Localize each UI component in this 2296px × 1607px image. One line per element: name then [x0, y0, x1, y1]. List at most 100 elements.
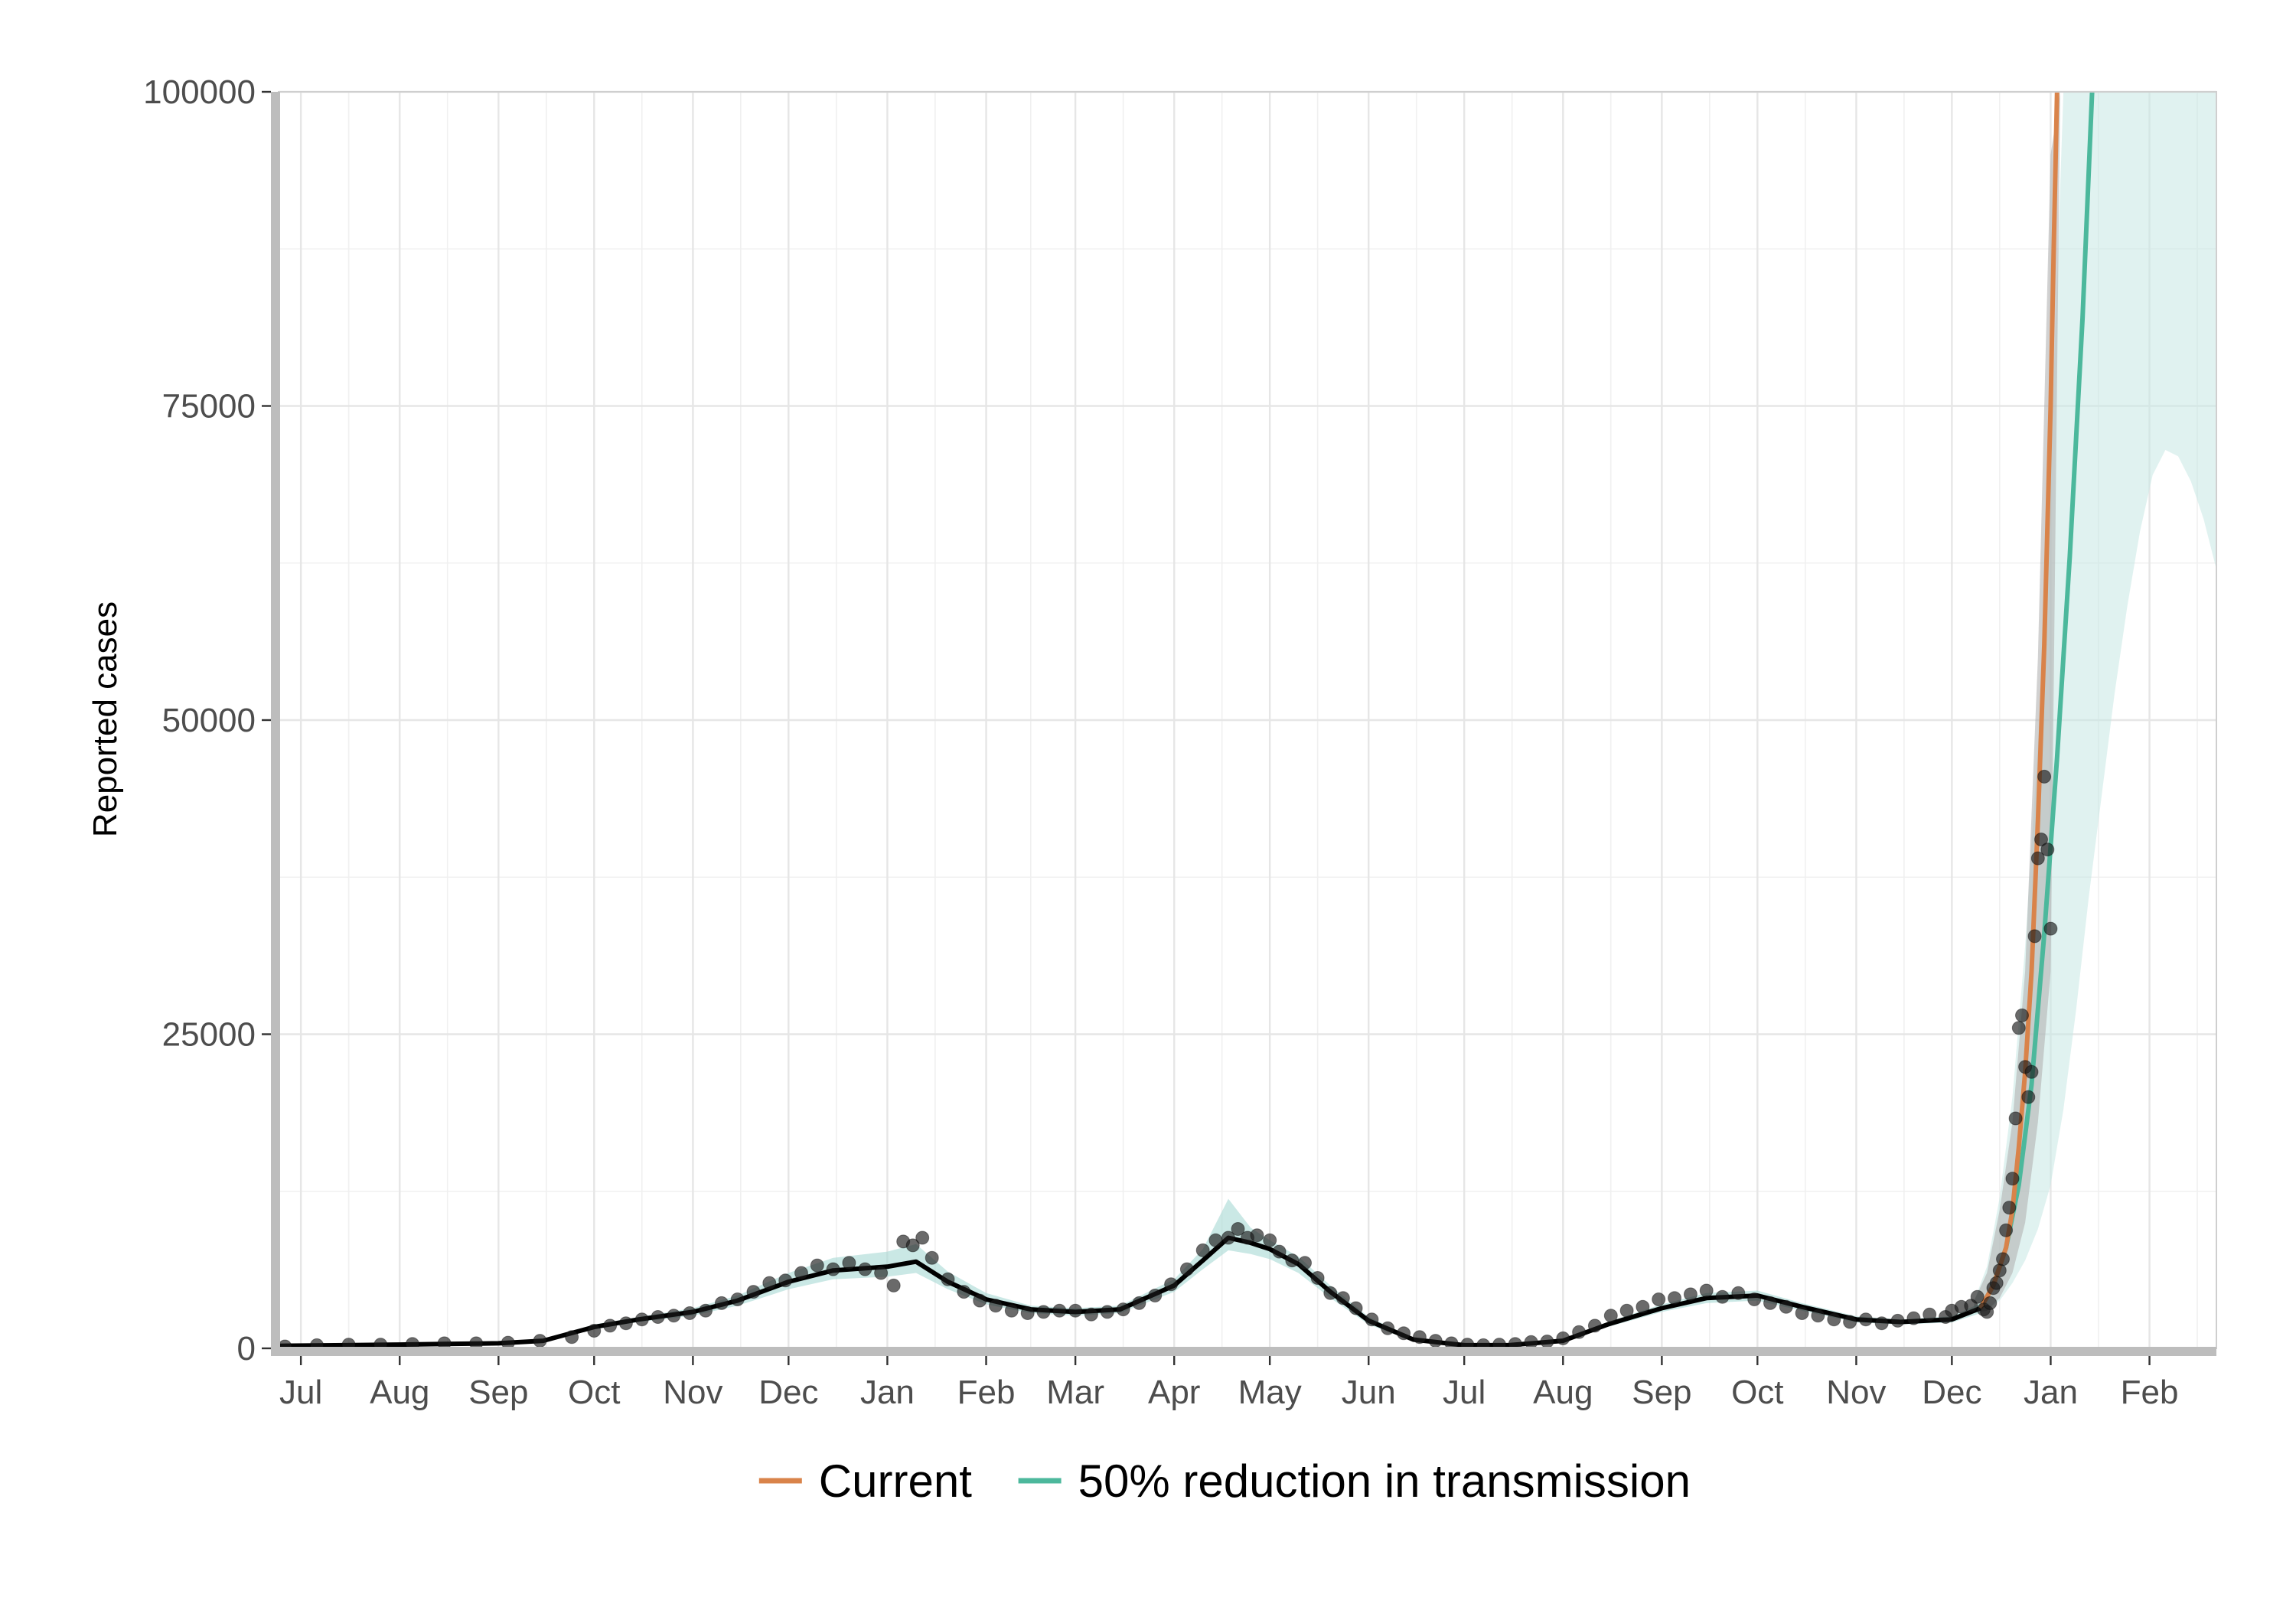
- x-tick-label: Aug: [370, 1374, 429, 1411]
- observed-point: [1381, 1321, 1395, 1335]
- observed-point: [1397, 1326, 1411, 1341]
- observed-point: [794, 1266, 808, 1280]
- observed-point: [858, 1262, 872, 1276]
- observed-point: [533, 1334, 547, 1348]
- observed-point: [730, 1292, 745, 1306]
- observed-point: [810, 1258, 824, 1273]
- observed-point: [714, 1296, 729, 1310]
- observed-point: [1052, 1303, 1067, 1318]
- observed-point: [1874, 1316, 1889, 1331]
- observed-point: [1004, 1303, 1019, 1318]
- observed-point: [1100, 1305, 1114, 1319]
- observed-point: [1923, 1307, 1937, 1322]
- observed-point: [1843, 1315, 1857, 1329]
- x-axis: Jul Aug Sep Oct Nov Dec Jan Feb Mar Apr May Jun Jul A…: [279, 1356, 2178, 1411]
- y-tick-label: 25000: [162, 1016, 256, 1054]
- observed-point: [1084, 1307, 1098, 1322]
- observed-point: [1587, 1319, 1602, 1333]
- x-tick-label: Nov: [1826, 1374, 1886, 1411]
- observed-point: [651, 1310, 665, 1324]
- x-tick-label: Mar: [1046, 1374, 1104, 1411]
- observed-point: [1116, 1302, 1130, 1317]
- observed-point: [1524, 1335, 1538, 1349]
- observed-point: [2040, 843, 2055, 857]
- observed-point: [1250, 1228, 1264, 1243]
- observed-point: [746, 1285, 761, 1299]
- observed-point: [1298, 1256, 1312, 1270]
- observed-point: [587, 1324, 602, 1338]
- y-tick-label: 75000: [162, 388, 256, 425]
- observed-point: [667, 1309, 681, 1323]
- observed-point: [683, 1306, 697, 1320]
- observed-point: [1020, 1306, 1035, 1320]
- observed-point: [2002, 1201, 2017, 1215]
- x-tick-label: Nov: [663, 1374, 722, 1411]
- observed-point: [1285, 1253, 1300, 1268]
- observed-point: [2024, 1064, 2039, 1079]
- observed-point: [2030, 851, 2045, 865]
- observed-point: [1636, 1299, 1650, 1314]
- observed-point: [778, 1273, 793, 1288]
- observed-point: [2015, 1008, 2029, 1022]
- observed-point: [762, 1276, 777, 1290]
- x-tick-label: Dec: [758, 1374, 818, 1411]
- y-tick-label: 50000: [162, 702, 256, 739]
- observed-point: [1310, 1271, 1325, 1285]
- observed-point: [1148, 1289, 1163, 1302]
- observed-point: [1715, 1289, 1730, 1304]
- observed-point: [2034, 833, 2048, 846]
- observed-point: [842, 1256, 856, 1270]
- x-tick-label: Oct: [568, 1374, 620, 1411]
- observed-point: [565, 1330, 579, 1345]
- legend: Current 50% reduction in transmission: [758, 1455, 1691, 1507]
- observed-point: [1195, 1243, 1210, 1257]
- observed-point: [1989, 1276, 2004, 1290]
- observed-point: [1795, 1306, 1809, 1320]
- observed-point: [2043, 921, 2058, 936]
- observed-point: [1365, 1312, 1379, 1327]
- observed-point: [1731, 1286, 1746, 1300]
- observed-point: [1683, 1287, 1698, 1302]
- observed-point: [989, 1299, 1003, 1313]
- observed-point: [2027, 929, 2042, 944]
- observed-point: [1231, 1222, 1245, 1236]
- x-tick-label: Jul: [1443, 1374, 1486, 1411]
- observed-point: [1272, 1244, 1287, 1259]
- observed-point: [1827, 1312, 1841, 1327]
- y-tick-label: 0: [237, 1330, 256, 1367]
- y-tick-label: 100000: [143, 73, 256, 111]
- observed-point: [603, 1319, 618, 1333]
- x-tick-label: Sep: [468, 1374, 528, 1411]
- observed-point: [1999, 1223, 2014, 1237]
- observed-point: [1747, 1292, 1762, 1306]
- observed-point: [941, 1272, 955, 1286]
- observed-points: [278, 769, 2058, 1354]
- y-axis: 0 25000 50000 75000 100000: [143, 73, 271, 1367]
- legend-label: Current: [819, 1455, 972, 1507]
- observed-point: [2008, 1111, 2023, 1126]
- observed-point: [1323, 1286, 1338, 1300]
- observed-point: [886, 1278, 901, 1292]
- plot-frame: [271, 91, 2217, 1356]
- observed-point: [957, 1285, 971, 1299]
- observed-point: [1540, 1335, 1554, 1348]
- x-tick-label: Jun: [1342, 1374, 1396, 1411]
- observed-point: [1132, 1296, 1146, 1310]
- x-tick-label: Jan: [860, 1374, 915, 1411]
- observed-point: [1603, 1309, 1618, 1323]
- observed-point: [1221, 1231, 1235, 1245]
- observed-point: [1652, 1292, 1666, 1306]
- y-axis-line: [271, 92, 280, 1356]
- legend-label: 50% reduction in transmission: [1078, 1455, 1691, 1507]
- observed-point: [1619, 1303, 1634, 1318]
- x-tick-label: May: [1238, 1374, 1302, 1411]
- x-tick-label: Oct: [1731, 1374, 1783, 1411]
- observed-point: [1779, 1299, 1793, 1314]
- x-tick-label: Sep: [1632, 1374, 1691, 1411]
- x-tick-label: Apr: [1148, 1374, 1200, 1411]
- observed-point: [1996, 1252, 2010, 1266]
- observed-point: [1572, 1325, 1587, 1339]
- observed-point: [1179, 1262, 1194, 1276]
- x-axis-line: [271, 1347, 2216, 1356]
- observed-point: [2037, 769, 2052, 784]
